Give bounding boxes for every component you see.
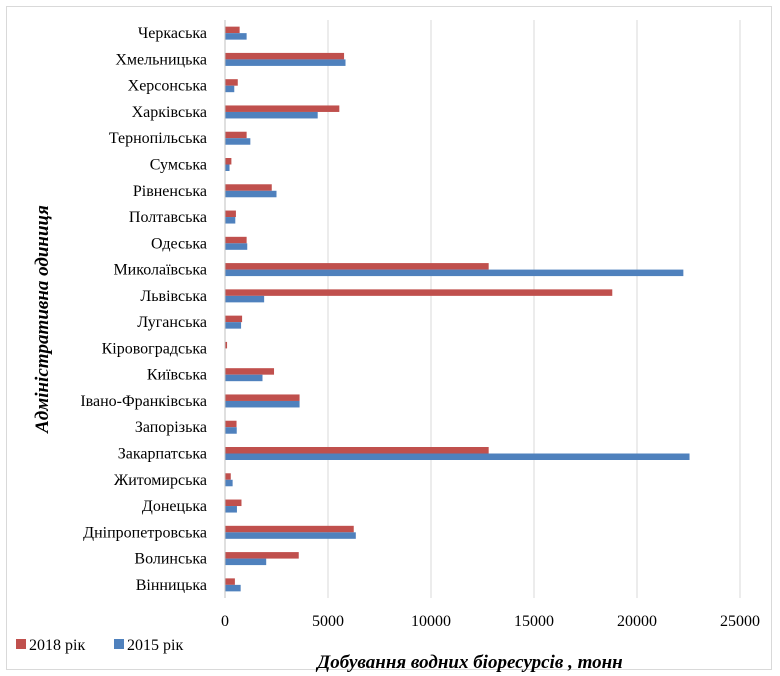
category-label: Херсонська (128, 78, 207, 95)
bar-2018 (225, 525, 354, 533)
category-label: Полтавська (129, 209, 207, 226)
category-label: Волинська (134, 551, 207, 568)
gridlines (327, 20, 741, 598)
category-label: Київська (147, 367, 207, 384)
x-tick-label: 10000 (411, 613, 451, 630)
x-tick-label: 20000 (617, 613, 657, 630)
bar-2018 (225, 420, 237, 428)
category-label: Вінницька (136, 577, 207, 594)
category-label: Закарпатська (118, 446, 207, 463)
bar-series (225, 26, 690, 592)
category-label: Луганська (137, 314, 207, 331)
legend: 2018 рік 2015 рік (16, 637, 183, 654)
bar-2018 (225, 394, 300, 401)
x-tick-label: 5000 (312, 613, 344, 630)
legend-swatch (114, 639, 124, 649)
bar-2018 (225, 499, 242, 507)
bar-2018 (225, 184, 272, 191)
chart-frame (6, 6, 772, 670)
bar-2018 (225, 79, 238, 86)
bar-2018 (225, 105, 340, 112)
x-tick-label: 25000 (720, 613, 760, 630)
bar-2015 (225, 269, 684, 277)
bar-2018 (225, 473, 231, 480)
bar-2018 (225, 578, 235, 585)
x-tick-labels: 0 5000 10000 15000 20000 25000 (221, 613, 760, 630)
bar-2018 (225, 210, 236, 218)
category-label: Рівненська (133, 183, 207, 200)
x-axis-title: Добування водних біоресурсів , тонн (315, 652, 622, 673)
legend-swatch (16, 639, 26, 649)
category-label: Харківська (132, 104, 207, 121)
category-label: Черкаська (138, 25, 207, 42)
bar-2015 (225, 138, 251, 145)
bar-2018 (225, 263, 489, 270)
bar-2015 (225, 400, 300, 408)
bar-2015 (225, 584, 241, 592)
bar-2015 (225, 164, 230, 171)
bar-2015 (225, 427, 237, 434)
category-labels: Вінницька Волинська Дніпропетровська Донець… (80, 25, 207, 594)
category-label: Хмельницька (115, 51, 207, 68)
bar-2015 (225, 243, 248, 250)
category-label: Житомирська (114, 472, 207, 489)
x-tick-label: 0 (221, 613, 229, 630)
legend-label: 2015 рік (127, 637, 183, 654)
bar-2018 (225, 552, 299, 559)
x-tick-label: 15000 (514, 613, 554, 630)
y-axis-title: Адміністративна одиниця (32, 205, 53, 434)
bar-2015 (225, 532, 356, 539)
category-label: Дніпропетровська (83, 524, 207, 541)
bar-2018 (225, 447, 489, 454)
bar-2018 (225, 158, 232, 165)
category-label: Одеська (151, 235, 207, 252)
bar-2015 (225, 59, 346, 66)
bar-2015 (225, 322, 242, 329)
bar-2015 (225, 111, 318, 119)
bar-2015 (225, 453, 690, 460)
bar-2018 (225, 289, 613, 296)
category-label: Івано-Франківська (80, 393, 207, 410)
category-label: Тернопільська (109, 130, 207, 147)
bar-2018 (225, 236, 247, 244)
category-label: Запорізька (135, 419, 207, 436)
bar-2015 (225, 85, 235, 93)
category-label: Кіровоградська (102, 340, 207, 357)
bar-2018 (225, 52, 345, 60)
bar-2015 (225, 479, 233, 487)
bar-2018 (225, 368, 275, 375)
category-label: Львівська (140, 288, 207, 305)
bar-2018 (225, 26, 240, 34)
bar-2018 (225, 341, 228, 349)
bar-2015 (225, 190, 277, 198)
legend-label: 2018 рік (29, 637, 85, 654)
bar-2015 (225, 506, 237, 513)
bar-2018 (225, 131, 247, 139)
bar-2015 (225, 374, 263, 382)
category-label: Сумська (150, 157, 207, 174)
bar-2015 (225, 33, 247, 40)
bar-2018 (225, 315, 243, 323)
category-label: Донецька (142, 498, 207, 515)
bar-2015 (225, 558, 267, 566)
bar-2015 (225, 295, 265, 303)
category-label: Миколаївська (113, 262, 207, 279)
bar-2015 (225, 217, 236, 224)
